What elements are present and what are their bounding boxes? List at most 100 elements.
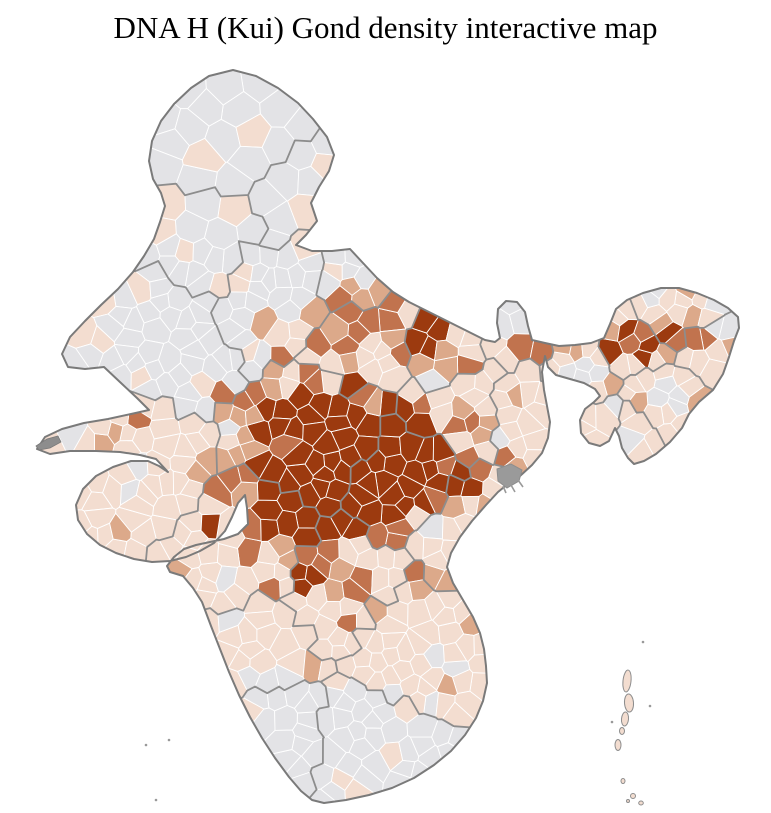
district-cell[interactable] bbox=[439, 58, 587, 316]
district-cell[interactable] bbox=[351, 698, 374, 723]
district-cell[interactable] bbox=[505, 382, 524, 410]
district-cell[interactable] bbox=[475, 493, 611, 581]
district-cell[interactable] bbox=[124, 558, 193, 638]
district-cell[interactable] bbox=[396, 632, 416, 663]
district-cell[interactable] bbox=[25, 538, 128, 762]
district-cell[interactable] bbox=[391, 660, 415, 682]
district-cell[interactable] bbox=[227, 649, 251, 672]
district-cell[interactable] bbox=[655, 422, 770, 649]
district-cell[interactable] bbox=[371, 566, 390, 595]
district-cell[interactable] bbox=[151, 433, 181, 460]
district-cell[interactable] bbox=[367, 190, 469, 309]
district-cell[interactable] bbox=[463, 410, 481, 434]
district-cell[interactable] bbox=[67, 696, 265, 812]
district-cell[interactable] bbox=[55, 183, 187, 221]
district-cell[interactable] bbox=[338, 351, 360, 375]
district-cell[interactable] bbox=[413, 488, 436, 516]
district-cell[interactable] bbox=[379, 389, 398, 417]
district-cell[interactable] bbox=[31, 190, 161, 272]
district-cell[interactable] bbox=[73, 200, 177, 246]
district-cell[interactable] bbox=[447, 725, 688, 812]
district-cell[interactable] bbox=[58, 607, 220, 718]
district-cell[interactable] bbox=[310, 152, 480, 206]
district-cell[interactable] bbox=[199, 707, 276, 789]
district-cell[interactable] bbox=[354, 546, 379, 571]
district-cell[interactable] bbox=[144, 359, 165, 381]
district-cell[interactable] bbox=[473, 513, 770, 656]
district-cell[interactable] bbox=[118, 494, 155, 517]
district-cell[interactable] bbox=[192, 237, 214, 266]
district-cell[interactable] bbox=[489, 58, 680, 300]
district-cell[interactable] bbox=[146, 589, 217, 625]
district-cell[interactable] bbox=[378, 480, 406, 506]
district-cell[interactable] bbox=[321, 220, 346, 266]
district-cell[interactable] bbox=[155, 372, 179, 399]
district-cell[interactable] bbox=[420, 667, 445, 691]
district-cell[interactable] bbox=[287, 193, 361, 232]
district-cell[interactable] bbox=[215, 565, 238, 593]
districts-layer[interactable] bbox=[25, 58, 770, 812]
district-cell[interactable] bbox=[276, 509, 299, 538]
district-cell[interactable] bbox=[377, 187, 473, 314]
district-cell[interactable] bbox=[244, 290, 269, 314]
district-cell[interactable] bbox=[25, 667, 248, 812]
district-cell[interactable] bbox=[102, 474, 122, 510]
district-cell[interactable] bbox=[453, 512, 512, 562]
district-cell[interactable] bbox=[470, 288, 515, 341]
district-cell[interactable] bbox=[561, 428, 614, 583]
district-cell[interactable] bbox=[113, 343, 140, 366]
district-cell[interactable] bbox=[410, 759, 471, 812]
district-cell[interactable] bbox=[274, 705, 298, 731]
district-cell[interactable] bbox=[175, 305, 197, 330]
district-cell[interactable] bbox=[596, 437, 770, 812]
district-cell[interactable] bbox=[436, 742, 569, 812]
district-cell[interactable] bbox=[672, 58, 770, 301]
district-cell[interactable] bbox=[434, 566, 512, 592]
district-cell[interactable] bbox=[167, 749, 302, 813]
district-cell[interactable] bbox=[668, 385, 690, 406]
district-cell[interactable] bbox=[576, 380, 609, 405]
district-cell[interactable] bbox=[155, 233, 181, 257]
district-cell[interactable] bbox=[670, 411, 770, 546]
district-cell[interactable] bbox=[377, 353, 401, 374]
district-cell[interactable] bbox=[25, 525, 99, 709]
district-cell[interactable] bbox=[467, 640, 770, 685]
district-cell[interactable] bbox=[25, 184, 117, 319]
district-cell[interactable] bbox=[572, 196, 639, 321]
district-cell[interactable] bbox=[482, 476, 588, 558]
river-delta bbox=[496, 463, 524, 494]
district-cell[interactable] bbox=[643, 427, 770, 662]
district-cell[interactable] bbox=[308, 392, 333, 421]
district-cell[interactable] bbox=[311, 429, 341, 456]
district-cell[interactable] bbox=[118, 58, 207, 110]
district-cell[interactable] bbox=[159, 306, 183, 333]
district-cell[interactable] bbox=[107, 305, 133, 327]
district-cell[interactable] bbox=[569, 312, 584, 363]
district-cell[interactable] bbox=[25, 278, 98, 349]
district-cell[interactable] bbox=[569, 265, 629, 327]
district-cell[interactable] bbox=[704, 130, 770, 316]
district-cell[interactable] bbox=[244, 405, 265, 426]
district-cell[interactable] bbox=[389, 759, 416, 779]
district-cell[interactable] bbox=[283, 58, 369, 142]
district-cell[interactable] bbox=[184, 431, 211, 455]
district-cell[interactable] bbox=[452, 570, 519, 625]
district-cell[interactable] bbox=[686, 385, 770, 464]
district-cell[interactable] bbox=[25, 509, 93, 587]
district-cell[interactable] bbox=[718, 292, 770, 341]
district-cell[interactable] bbox=[458, 569, 610, 636]
district-cell[interactable] bbox=[304, 564, 329, 587]
district-cell[interactable] bbox=[339, 276, 362, 296]
district-cell[interactable] bbox=[310, 58, 770, 171]
district-cell[interactable] bbox=[381, 770, 430, 812]
district-cell[interactable] bbox=[440, 539, 524, 573]
district-cell[interactable] bbox=[260, 267, 277, 294]
district-cell[interactable] bbox=[424, 472, 450, 494]
district-cell[interactable] bbox=[25, 464, 92, 512]
district-cell[interactable] bbox=[168, 362, 193, 388]
district-cell[interactable] bbox=[343, 166, 490, 268]
district-cell[interactable] bbox=[434, 339, 459, 362]
district-cell[interactable] bbox=[667, 397, 690, 417]
district-cell[interactable] bbox=[174, 108, 210, 146]
